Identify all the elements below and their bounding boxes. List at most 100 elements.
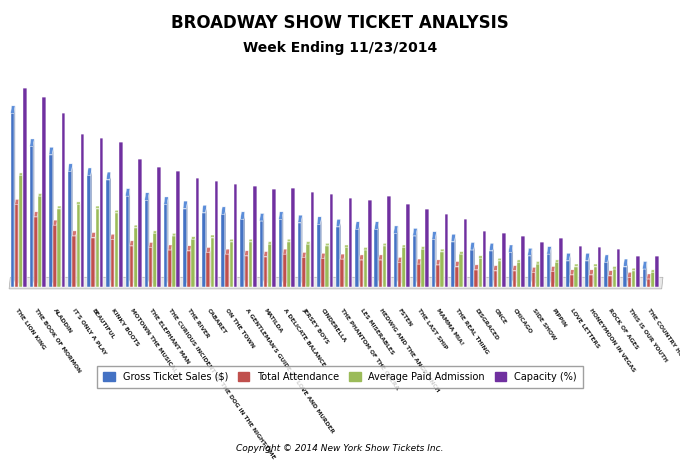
Polygon shape: [598, 248, 601, 287]
Polygon shape: [566, 253, 571, 261]
Polygon shape: [575, 266, 578, 287]
Polygon shape: [517, 260, 521, 262]
Polygon shape: [579, 246, 582, 287]
Polygon shape: [550, 247, 551, 287]
Polygon shape: [521, 236, 525, 287]
Polygon shape: [605, 255, 609, 262]
Polygon shape: [341, 254, 345, 259]
Polygon shape: [87, 176, 91, 287]
Polygon shape: [287, 239, 291, 242]
Polygon shape: [211, 235, 214, 237]
Polygon shape: [100, 138, 103, 287]
Polygon shape: [260, 213, 264, 221]
Polygon shape: [417, 259, 421, 264]
Polygon shape: [302, 257, 306, 287]
Polygon shape: [585, 261, 589, 287]
Polygon shape: [441, 252, 444, 287]
Polygon shape: [260, 221, 263, 287]
Polygon shape: [298, 223, 301, 287]
Polygon shape: [11, 113, 14, 287]
Polygon shape: [244, 212, 245, 287]
Polygon shape: [421, 249, 425, 287]
Polygon shape: [624, 266, 627, 287]
Polygon shape: [360, 260, 363, 287]
Polygon shape: [9, 277, 663, 289]
Polygon shape: [72, 236, 76, 287]
Polygon shape: [416, 228, 418, 287]
Polygon shape: [23, 89, 27, 287]
Polygon shape: [279, 212, 284, 219]
Polygon shape: [172, 236, 176, 287]
Polygon shape: [455, 234, 456, 287]
Polygon shape: [168, 250, 171, 287]
Polygon shape: [96, 206, 99, 208]
Polygon shape: [532, 272, 535, 287]
Polygon shape: [483, 231, 486, 287]
Polygon shape: [68, 171, 71, 287]
Polygon shape: [398, 257, 402, 262]
Polygon shape: [364, 250, 367, 287]
Polygon shape: [475, 265, 479, 270]
Polygon shape: [566, 261, 570, 287]
Polygon shape: [590, 275, 593, 287]
Polygon shape: [359, 222, 360, 287]
Text: Week Ending 11/23/2014: Week Ending 11/23/2014: [243, 41, 437, 55]
Polygon shape: [145, 193, 149, 200]
Polygon shape: [387, 196, 391, 287]
Polygon shape: [119, 142, 122, 287]
Polygon shape: [560, 237, 563, 287]
Polygon shape: [72, 231, 76, 236]
Polygon shape: [394, 233, 397, 287]
Polygon shape: [570, 253, 571, 287]
Polygon shape: [479, 256, 483, 258]
Polygon shape: [91, 168, 92, 287]
Polygon shape: [234, 183, 237, 287]
Polygon shape: [241, 212, 245, 219]
Polygon shape: [502, 233, 506, 287]
Polygon shape: [321, 258, 325, 287]
Polygon shape: [111, 239, 114, 287]
Polygon shape: [341, 259, 344, 287]
Polygon shape: [589, 253, 590, 287]
Polygon shape: [245, 251, 249, 256]
Polygon shape: [164, 204, 167, 287]
Polygon shape: [402, 248, 406, 287]
Polygon shape: [435, 232, 437, 287]
Polygon shape: [221, 214, 225, 287]
Text: BROADWAY SHOW TICKET ANALYSIS: BROADWAY SHOW TICKET ANALYSIS: [171, 14, 509, 32]
Polygon shape: [191, 239, 195, 287]
Polygon shape: [632, 268, 636, 271]
Polygon shape: [494, 266, 498, 271]
Polygon shape: [536, 264, 540, 287]
Polygon shape: [528, 248, 532, 256]
Polygon shape: [646, 261, 647, 287]
Polygon shape: [432, 232, 437, 239]
Polygon shape: [336, 227, 340, 287]
Polygon shape: [68, 164, 73, 171]
Polygon shape: [183, 201, 188, 208]
Polygon shape: [570, 270, 575, 275]
Polygon shape: [153, 233, 156, 287]
Polygon shape: [590, 270, 594, 275]
Polygon shape: [585, 253, 590, 261]
Polygon shape: [298, 215, 303, 223]
Polygon shape: [317, 217, 322, 225]
Polygon shape: [379, 255, 383, 260]
Polygon shape: [287, 242, 291, 287]
Polygon shape: [19, 176, 22, 287]
Polygon shape: [145, 200, 148, 287]
Polygon shape: [53, 225, 56, 287]
Polygon shape: [364, 248, 368, 250]
Polygon shape: [531, 248, 532, 287]
Polygon shape: [627, 259, 628, 287]
Polygon shape: [470, 242, 475, 250]
Polygon shape: [149, 248, 152, 287]
Polygon shape: [71, 164, 73, 287]
Polygon shape: [613, 266, 617, 269]
Polygon shape: [282, 212, 284, 287]
Polygon shape: [551, 266, 556, 272]
Polygon shape: [656, 256, 659, 287]
Polygon shape: [330, 195, 333, 287]
Polygon shape: [413, 236, 416, 287]
Polygon shape: [52, 147, 54, 287]
